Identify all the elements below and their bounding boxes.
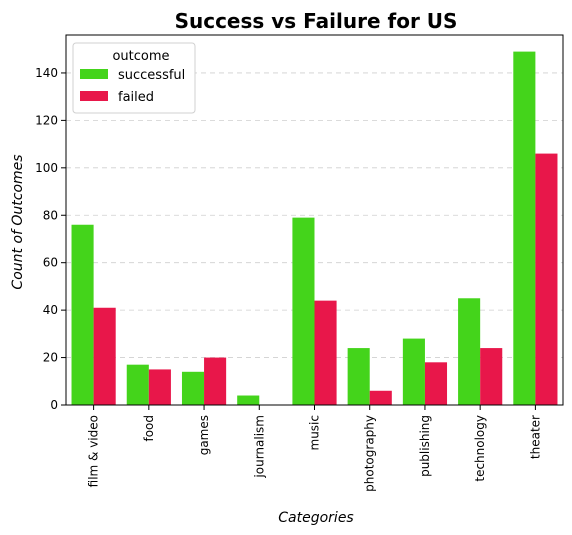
bar-successful-film-video xyxy=(71,224,94,405)
bar-failed-theater xyxy=(535,153,558,405)
y-tick-label: 0 xyxy=(50,398,58,412)
y-tick-label: 20 xyxy=(43,351,58,365)
x-tick-label-photography: photography xyxy=(363,415,377,492)
bar-failed-publishing xyxy=(424,362,448,405)
bars xyxy=(71,51,558,405)
x-tick-label-music: music xyxy=(308,415,322,450)
x-tick-label-food: food xyxy=(142,415,156,442)
bar-successful-technology xyxy=(458,298,481,405)
y-tick-label: 40 xyxy=(43,303,58,317)
x-axis-label: Categories xyxy=(278,510,353,526)
y-tick-label: 120 xyxy=(35,113,58,127)
y-tick-label: 60 xyxy=(43,256,58,270)
legend-label-failed: failed xyxy=(118,90,154,105)
bar-failed-photography xyxy=(369,390,392,405)
y-tick-label: 80 xyxy=(43,208,58,222)
bar-failed-technology xyxy=(480,348,503,405)
x-tick-label-film-video: film & video xyxy=(87,415,101,487)
bar-failed-food xyxy=(148,369,171,405)
bar-failed-music xyxy=(314,300,337,405)
x-tick-label-technology: technology xyxy=(473,415,487,482)
y-tick-label: 100 xyxy=(35,161,58,175)
legend-title: outcome xyxy=(112,49,169,64)
legend-label-successful: successful xyxy=(118,68,185,83)
bar-successful-publishing xyxy=(402,338,425,405)
x-tick-label-journalism: journalism xyxy=(252,415,266,479)
x-tick-label-games: games xyxy=(197,415,211,455)
x-tick-label-theater: theater xyxy=(528,415,542,459)
bar-successful-music xyxy=(292,217,315,405)
x-ticks: film & video food games journalism music phot… xyxy=(87,405,542,492)
bar-successful-games xyxy=(181,371,205,405)
chart-title: Success vs Failure for US xyxy=(175,9,458,33)
y-axis-label: Count of Outcomes xyxy=(10,154,26,289)
y-ticks: 0 20 40 60 80 100 120 140 xyxy=(35,66,66,412)
legend-swatch-failed xyxy=(80,91,108,101)
bar-failed-film-video xyxy=(93,307,116,405)
bar-successful-journalism xyxy=(237,395,260,405)
y-tick-label: 140 xyxy=(35,66,58,80)
bar-successful-food xyxy=(126,364,149,405)
bar-successful-theater xyxy=(513,51,536,405)
x-tick-label-publishing: publishing xyxy=(418,415,432,477)
legend-swatch-successful xyxy=(80,69,108,79)
bar-failed-games xyxy=(204,357,227,405)
legend: outcome successful failed xyxy=(72,42,196,114)
bar-successful-photography xyxy=(347,348,370,405)
